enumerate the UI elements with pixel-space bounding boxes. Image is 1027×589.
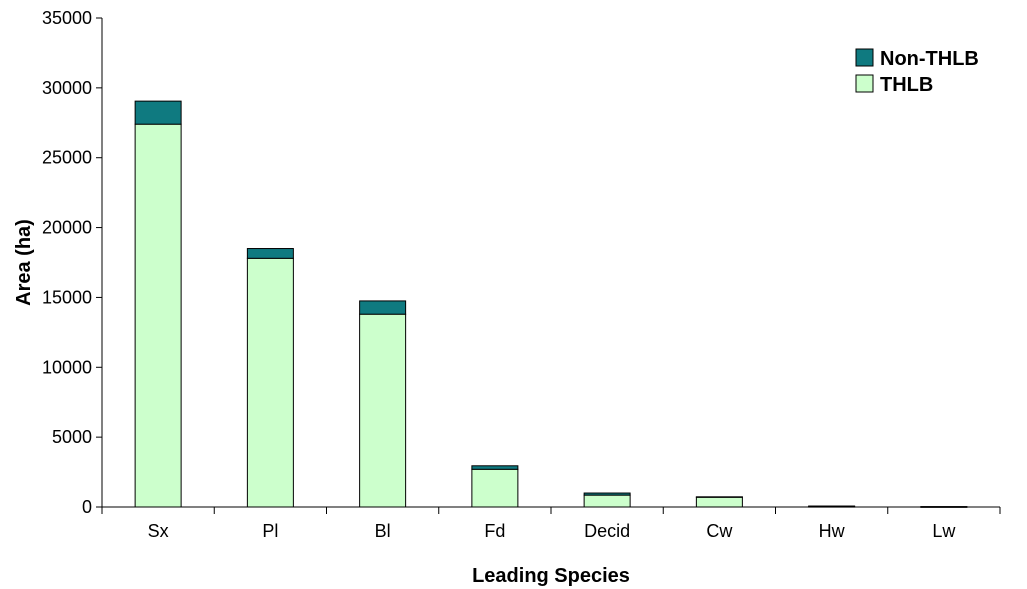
bar-non-thlb-hw bbox=[808, 505, 856, 508]
x-axis-title: Leading Species bbox=[472, 565, 630, 587]
bar-non-thlb-fd bbox=[471, 465, 519, 470]
legend-label: Non-THLB bbox=[880, 48, 979, 70]
x-tick-label: Lw bbox=[932, 521, 956, 541]
x-tick-label: Decid bbox=[584, 521, 630, 541]
legend-label: THLB bbox=[880, 74, 933, 96]
y-tick-label: 10000 bbox=[42, 357, 92, 377]
bar-thlb-sx bbox=[134, 123, 182, 508]
bar-thlb-pl bbox=[246, 257, 294, 508]
y-tick-label: 5000 bbox=[52, 427, 92, 447]
bar-thlb-bl bbox=[359, 313, 407, 508]
bar-thlb-cw bbox=[695, 496, 743, 508]
legend-swatch bbox=[855, 48, 874, 67]
bar-non-thlb-bl bbox=[359, 300, 407, 315]
bar-non-thlb-decid bbox=[583, 492, 631, 496]
y-tick-label: 20000 bbox=[42, 218, 92, 238]
bar-thlb-fd bbox=[471, 468, 519, 508]
x-tick-label: Pl bbox=[262, 521, 278, 541]
x-tick-label: Fd bbox=[484, 521, 505, 541]
y-axis-title: Area (ha) bbox=[13, 219, 35, 306]
x-axis-ticks: Sx Pl Bl Fd Decid Cw Hw Lw bbox=[101, 507, 1001, 541]
y-axis-ticks: 0 5000 10000 15000 20000 25000 30000 35000 bbox=[42, 8, 102, 517]
bar-non-thlb-pl bbox=[246, 248, 294, 259]
bar-thlb-decid bbox=[583, 494, 631, 508]
x-tick-label: Hw bbox=[819, 521, 846, 541]
x-tick-label: Sx bbox=[148, 521, 169, 541]
x-tick-label: Cw bbox=[706, 521, 733, 541]
bar-non-thlb-sx bbox=[134, 100, 182, 125]
y-tick-label: 25000 bbox=[42, 148, 92, 168]
legend: Non-THLB THLB bbox=[855, 48, 979, 96]
bar-non-thlb-cw bbox=[695, 496, 743, 498]
y-tick-label: 15000 bbox=[42, 287, 92, 307]
y-tick-label: 0 bbox=[82, 497, 92, 517]
y-tick-label: 30000 bbox=[42, 78, 92, 98]
bars bbox=[134, 100, 968, 508]
x-tick-label: Bl bbox=[375, 521, 391, 541]
legend-swatch bbox=[855, 74, 874, 93]
y-tick-label: 35000 bbox=[42, 8, 92, 28]
